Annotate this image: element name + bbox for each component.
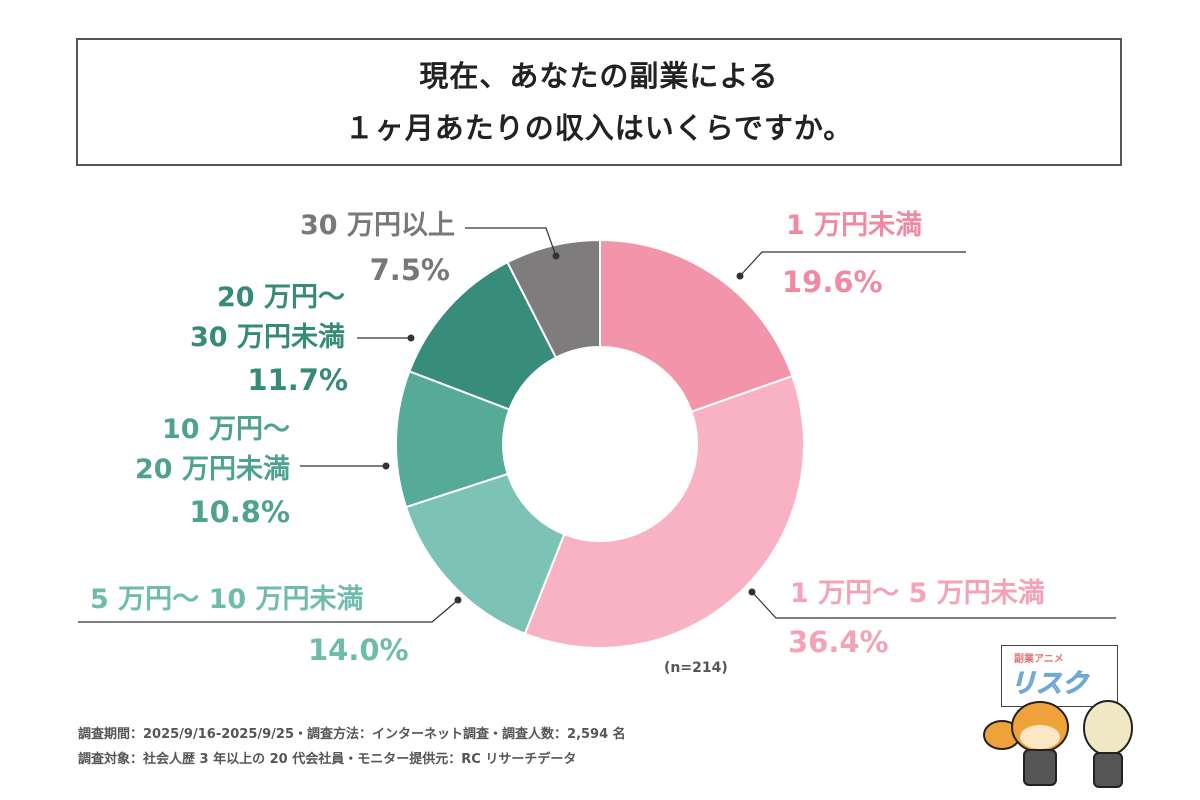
- slice-1: [523, 374, 805, 649]
- category-label-2: 5 万円～ 10 万円未満: [90, 580, 364, 620]
- leader-line-2: [78, 599, 459, 623]
- leader-dot-2: [454, 596, 462, 604]
- leader-line-0: [739, 251, 966, 277]
- leader-line-1: [751, 591, 1116, 619]
- footer-line-2: 調査対象：社会人歴 3 年以上の 20 代会社員・モニター提供元：RC リサーチ…: [78, 752, 577, 767]
- category-label-line: 10 万円～: [162, 414, 290, 445]
- category-label-line: 20 万円未満: [135, 454, 290, 485]
- sample-size: (n=214): [664, 660, 728, 676]
- slice-5: [506, 238, 601, 359]
- category-label-line: 30 万円以上: [300, 210, 455, 241]
- title-line-1: 現在、あなたの副業による: [419, 59, 779, 93]
- category-label-line: 1 万円～ 5 万円未満: [790, 578, 1045, 609]
- percent-label-4: 11.7%: [247, 363, 348, 397]
- leader-dot-4: [407, 334, 415, 342]
- category-label-line: 30 万円未満: [190, 322, 345, 353]
- percent-label-5: 7.5%: [369, 253, 450, 287]
- percent-label-2: 14.0%: [308, 633, 409, 667]
- percent-label-3: 10.8%: [189, 495, 290, 529]
- title-line-2: １ヶ月あたりの収入はいくらですか。: [344, 111, 854, 145]
- leader-dot-1: [748, 588, 756, 596]
- leader-line-5: [465, 227, 557, 257]
- category-label-line: 1 万円未満: [786, 210, 923, 241]
- category-label-line: 20 万円～: [217, 282, 345, 313]
- category-label-0: 1 万円未満: [786, 206, 922, 246]
- category-label-5: 30 万円以上: [300, 206, 455, 246]
- leader-dot-0: [736, 272, 744, 280]
- footer-line-1: 調査期間：2025/9/16-2025/9/25・調査方法：インターネット調査・…: [78, 727, 626, 742]
- title-box: 現在、あなたの副業による １ヶ月あたりの収入はいくらですか。: [76, 38, 1122, 166]
- mascot-characters: [983, 700, 1133, 788]
- percent-label-0: 19.6%: [782, 265, 883, 299]
- category-label-line: 5 万円～ 10 万円未満: [90, 584, 364, 615]
- category-label-1: 1 万円～ 5 万円未満: [790, 574, 1045, 614]
- leader-dot-5: [552, 252, 560, 260]
- logo-small-text: 副業アニメ: [1014, 654, 1064, 665]
- percent-label-1: 36.4%: [788, 625, 889, 659]
- category-label-3: 10 万円～ 20 万円未満: [135, 410, 290, 490]
- slice-0: [599, 238, 794, 413]
- category-label-4: 20 万円～ 30 万円未満: [190, 278, 345, 358]
- slice-2: [404, 472, 566, 635]
- leader-dot-3: [382, 462, 390, 470]
